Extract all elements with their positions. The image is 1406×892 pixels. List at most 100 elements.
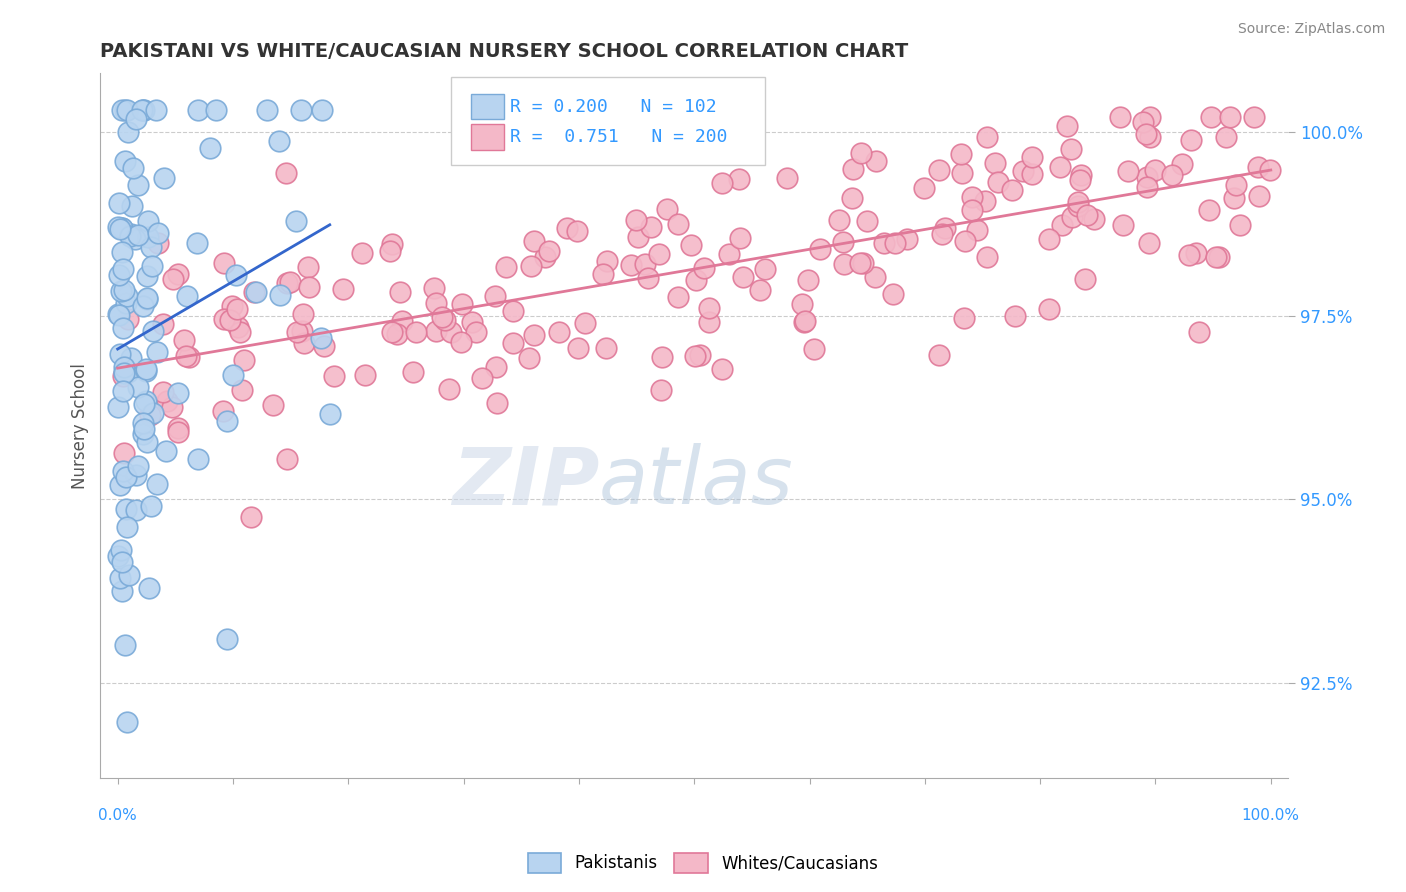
- Point: [1185, 245, 1208, 260]
- Point: [640, 220, 662, 235]
- Point: [648, 246, 671, 260]
- Point: [212, 404, 235, 418]
- Point: [107, 220, 129, 235]
- Point: [685, 272, 707, 286]
- Point: [378, 244, 401, 259]
- Point: [425, 324, 447, 338]
- Point: [146, 227, 169, 241]
- Point: [595, 341, 617, 355]
- Point: [471, 371, 494, 385]
- Point: [461, 315, 484, 329]
- Point: [952, 166, 974, 180]
- Point: [1243, 111, 1265, 125]
- Point: [627, 230, 650, 244]
- Point: [984, 155, 1007, 169]
- Point: [111, 384, 134, 399]
- Y-axis label: Nursery School: Nursery School: [72, 363, 89, 489]
- Point: [148, 235, 170, 250]
- Point: [385, 326, 408, 341]
- Point: [107, 307, 129, 321]
- Point: [225, 268, 247, 282]
- Point: [152, 384, 174, 399]
- Point: [121, 199, 143, 213]
- Point: [115, 715, 138, 730]
- Point: [626, 212, 648, 227]
- Point: [1219, 111, 1241, 125]
- Point: [115, 103, 138, 117]
- Point: [243, 285, 266, 300]
- Point: [391, 314, 413, 328]
- Point: [679, 238, 702, 252]
- Point: [108, 222, 131, 236]
- Point: [166, 386, 188, 401]
- Point: [204, 103, 226, 117]
- Point: [849, 145, 872, 160]
- Point: [733, 270, 755, 285]
- Point: [111, 103, 134, 117]
- Point: [162, 272, 184, 286]
- Text: atlas: atlas: [599, 443, 794, 521]
- Point: [803, 342, 825, 356]
- Point: [124, 232, 146, 246]
- Point: [114, 502, 136, 516]
- Point: [141, 260, 163, 274]
- Point: [166, 425, 188, 440]
- Point: [108, 196, 131, 211]
- Point: [666, 290, 689, 304]
- Point: [439, 382, 461, 396]
- Point: [976, 250, 998, 264]
- Point: [1001, 183, 1024, 197]
- Point: [256, 103, 278, 117]
- Point: [852, 256, 875, 270]
- Point: [142, 324, 165, 338]
- Point: [405, 325, 427, 339]
- Point: [523, 234, 546, 248]
- Point: [233, 353, 256, 368]
- Text: 100.0%: 100.0%: [1241, 808, 1299, 823]
- Point: [1139, 129, 1161, 144]
- Point: [1177, 248, 1199, 262]
- Point: [856, 214, 879, 228]
- FancyBboxPatch shape: [451, 77, 765, 165]
- Point: [1143, 163, 1166, 178]
- Point: [1060, 142, 1083, 156]
- Point: [1201, 111, 1223, 125]
- Point: [292, 336, 315, 351]
- Point: [221, 299, 243, 313]
- Point: [135, 394, 157, 409]
- Point: [112, 360, 135, 375]
- Point: [120, 351, 142, 366]
- Point: [312, 339, 335, 353]
- Point: [1136, 169, 1159, 184]
- Point: [1225, 178, 1247, 192]
- Point: [728, 172, 751, 186]
- Point: [484, 289, 506, 303]
- Point: [138, 582, 160, 596]
- Point: [402, 365, 425, 379]
- Point: [107, 400, 129, 414]
- Point: [112, 465, 135, 479]
- Point: [146, 476, 169, 491]
- Point: [987, 175, 1010, 189]
- Point: [685, 349, 707, 363]
- Point: [267, 134, 290, 148]
- Point: [389, 285, 412, 300]
- Point: [269, 288, 291, 302]
- Point: [291, 324, 314, 338]
- Point: [1135, 127, 1157, 141]
- Point: [666, 217, 689, 231]
- Point: [634, 257, 657, 271]
- Point: [1056, 119, 1078, 133]
- Point: [849, 256, 872, 270]
- Point: [139, 408, 162, 422]
- Point: [1247, 160, 1270, 174]
- Point: [111, 262, 134, 277]
- Point: [1083, 212, 1105, 227]
- Point: [120, 229, 142, 244]
- Point: [1180, 132, 1202, 146]
- Point: [120, 227, 142, 241]
- Point: [145, 344, 167, 359]
- Point: [689, 348, 711, 362]
- Point: [1139, 111, 1161, 125]
- Point: [292, 307, 315, 321]
